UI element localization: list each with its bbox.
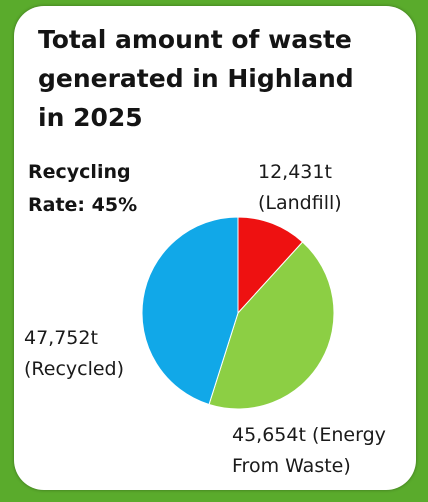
chart-title-line-2: generated in Highland	[38, 64, 354, 93]
slice-label-recycled-name: (Recycled)	[24, 358, 125, 380]
slice-label-landfill-name: (Landfill)	[258, 192, 342, 214]
slice-label-energy-from-waste: 45,654t (Energy From Waste)	[232, 420, 386, 482]
slice-label-landfill: 12,431t (Landfill)	[258, 157, 342, 219]
pie-slice-recycled	[141, 216, 239, 406]
slice-label-energy-from-waste-value: 45,654t (Energy	[232, 424, 386, 446]
recycling-rate-line-2: Rate: 45%	[28, 194, 138, 216]
pie-slice-landfill	[237, 216, 304, 315]
chart-title-line-1: Total amount of waste	[38, 25, 352, 54]
chart-title: Total amount of waste generated in Highl…	[38, 20, 408, 137]
chart-title-line-3: in 2025	[38, 103, 143, 132]
slice-label-recycled: 47,752t (Recycled)	[24, 323, 124, 385]
recycling-rate-line-1: Recycling	[28, 161, 131, 183]
slice-label-energy-from-waste-name: From Waste)	[232, 455, 351, 477]
slice-label-recycled-value: 47,752t	[24, 327, 98, 349]
recycling-rate: Recycling Rate: 45%	[28, 156, 198, 222]
slice-label-landfill-value: 12,431t	[258, 161, 332, 183]
pie-slice-energy-from-waste	[208, 241, 335, 410]
